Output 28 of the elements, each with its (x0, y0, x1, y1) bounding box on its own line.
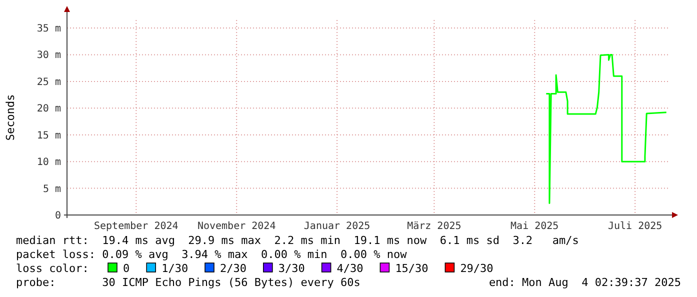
legend-label: 3/30 (278, 262, 305, 275)
y-tick-label: 5 m (42, 184, 61, 195)
legend-label: 0 (123, 262, 130, 275)
x-tick-label: Juli 2025 (608, 221, 662, 232)
y-tick-label: 10 m (36, 157, 61, 168)
text: probe: 30 ICMP Echo Pings (56 Bytes) every 60s (16, 276, 360, 289)
text: packet loss: 0.09 % avg 3.94 % max 0.00 % min 0.00 % now (16, 248, 408, 261)
line-series (545, 54, 668, 204)
legend-label: 29/30 (460, 262, 494, 275)
y-tick-label: 15 m (36, 130, 61, 142)
x-tick-label: Mai 2025 (510, 221, 559, 232)
text: end: Mon Aug 4 02:39:37 2025 (488, 276, 681, 289)
legend-label: 4/30 (336, 262, 364, 275)
legend-label: 15/30 (395, 262, 428, 275)
x-tick-label: November 2024 (197, 221, 276, 232)
y-tick-label: 35 m (36, 24, 61, 35)
legend-label: 2/30 (220, 262, 246, 275)
y-tick-label: 30 m (36, 50, 61, 62)
y-tick-label: 25 m (36, 76, 61, 88)
legend-title: loss color: (16, 262, 89, 275)
x-tick-label: September 2024 (94, 221, 178, 232)
y-axis-title: Seconds (4, 94, 17, 141)
x-tick-label: März 2025 (407, 221, 462, 232)
y-tick-label: 20 m (36, 104, 61, 115)
x-tick-label: Januar 2025 (304, 221, 370, 232)
text: median rtt: 19.4 ms avg 29.9 ms max 2.2 ms min 19.1 ms now 6.1 ms sd 3.2 am/s (16, 234, 579, 247)
legend-label: 1/30 (162, 262, 188, 275)
y-tick-label: 0 (54, 210, 61, 222)
